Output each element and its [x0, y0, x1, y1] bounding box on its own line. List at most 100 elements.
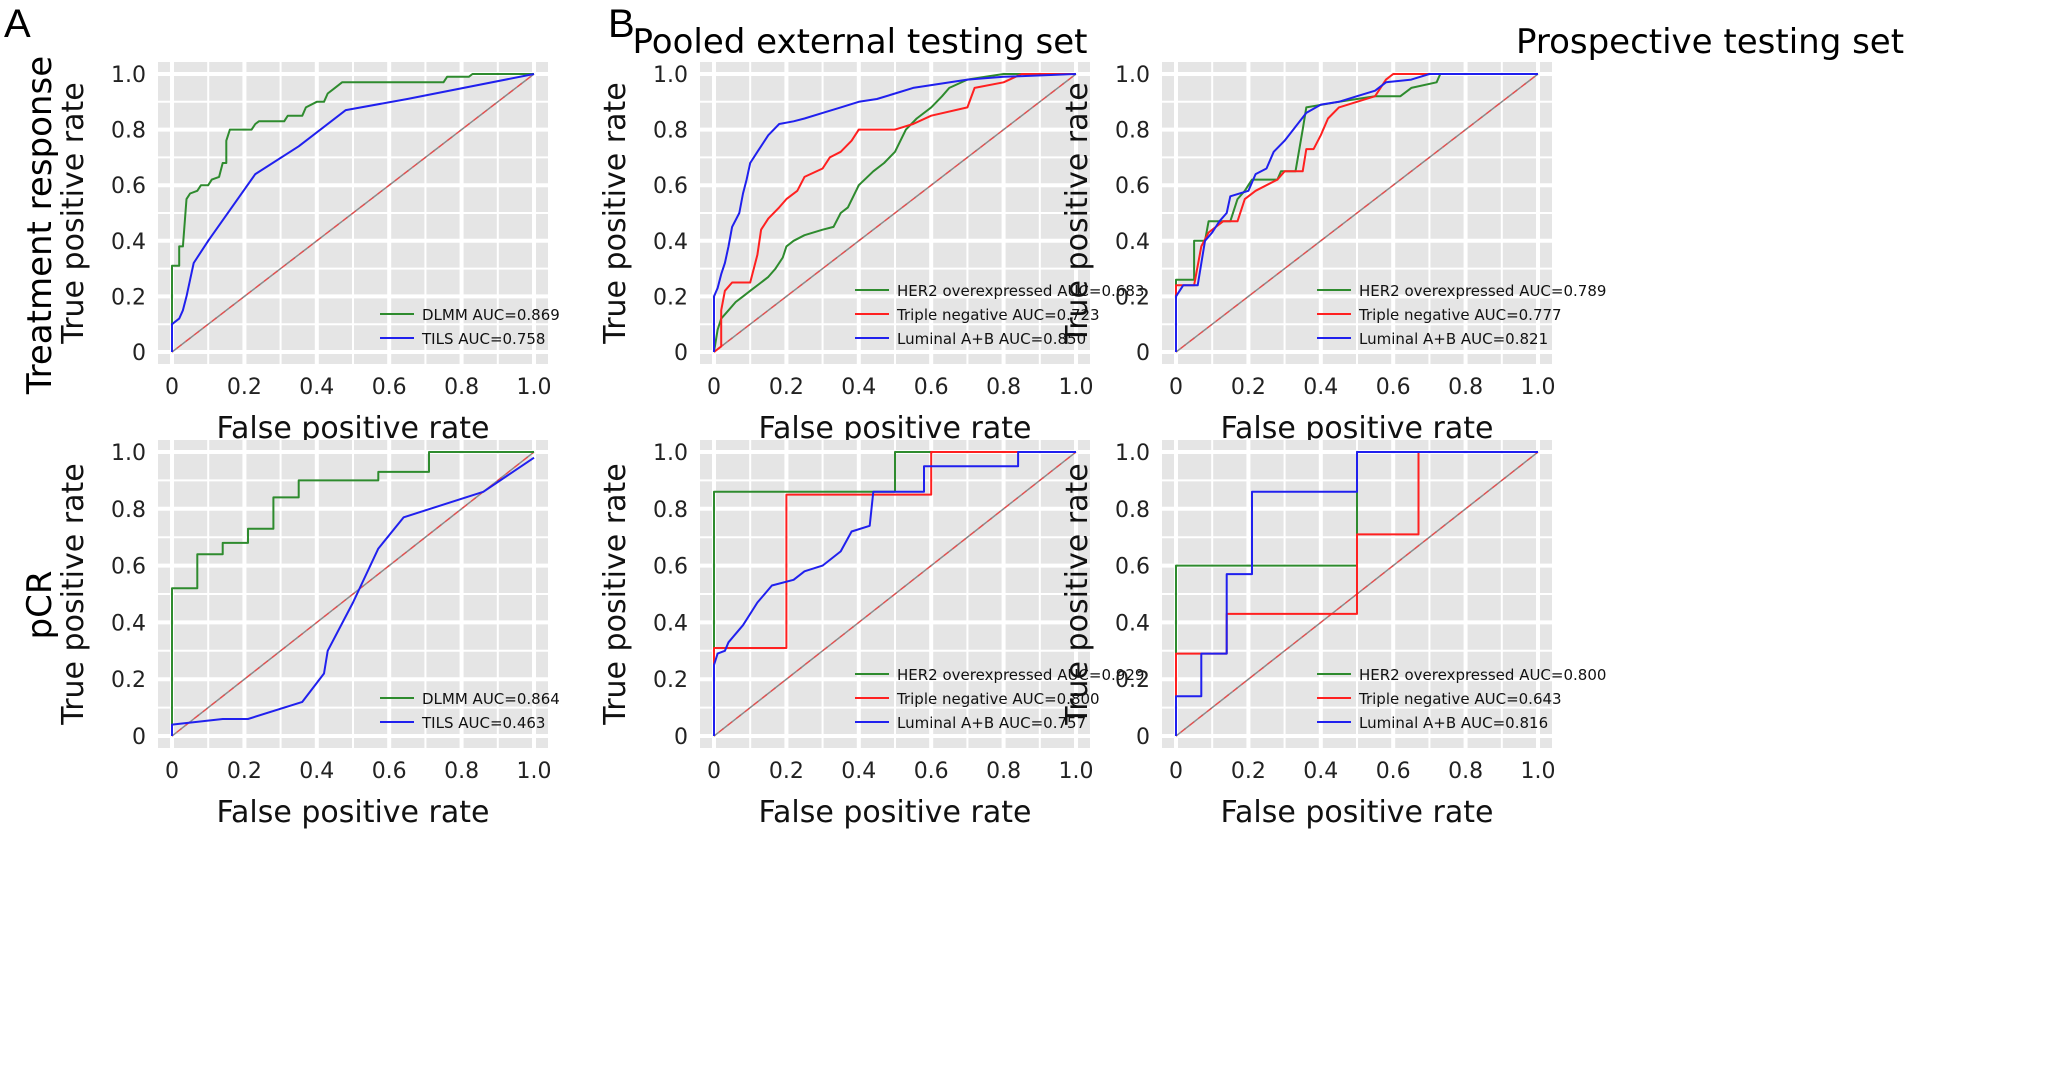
diagonal-reference-red: [171, 73, 535, 353]
x-tick-label: 1.0: [1059, 759, 1094, 784]
y-tick-label: 1.0: [653, 441, 688, 466]
legend-label: Triple negative AUC=0.800: [896, 690, 1100, 708]
x-tick-label: 0.8: [986, 375, 1021, 400]
x-tick-label: 0.4: [299, 375, 334, 400]
y-tick-label: 0: [674, 725, 688, 750]
y-tick-label: 0: [674, 341, 688, 366]
y-tick-label: 1.0: [653, 63, 688, 88]
x-tick-label: 0.6: [372, 375, 407, 400]
x-tick-label: 0.4: [841, 375, 876, 400]
x-tick-label: 0.4: [841, 759, 876, 784]
roc-curve-red: [713, 451, 1076, 736]
x-tick-label: 0: [1169, 375, 1183, 400]
x-tick-label: 0.6: [1376, 375, 1411, 400]
y-tick-label: 0: [132, 725, 146, 750]
roc-curve-blue: [1175, 73, 1538, 352]
y-tick-label: 0.2: [653, 668, 688, 693]
y-tick-label: 0.2: [653, 285, 688, 310]
roc-curve-blue: [713, 73, 1077, 352]
x-tick-label: 0: [707, 375, 721, 400]
legend-label: DLMM AUC=0.869: [422, 306, 560, 324]
y-tick-label: 0.4: [1115, 230, 1150, 255]
roc-curve-red: [713, 73, 1076, 353]
diagonal-reference-red: [713, 73, 1077, 353]
x-tick-label: 1.0: [1521, 375, 1556, 400]
y-axis-label: True positive rate: [598, 463, 633, 725]
legend-label: Luminal A+B AUC=0.757: [897, 714, 1086, 732]
x-tick-label: 0.6: [914, 759, 949, 784]
y-tick-label: 0.8: [1115, 119, 1150, 144]
diagonal-reference-red: [1175, 73, 1539, 353]
x-tick-label: 1.0: [517, 375, 552, 400]
y-tick-label: 1.0: [111, 441, 146, 466]
y-tick-label: 0.8: [1115, 498, 1150, 523]
x-tick-label: 0.2: [1231, 759, 1266, 784]
roc-curve-blue: [171, 456, 535, 736]
roc-curve-red: [1175, 451, 1538, 736]
roc-chart-4: 0 0.2 0.4 0.6 0.8 1.0 0 0.2 0.4 0.6 0.8 1.0 False po…: [598, 440, 1144, 830]
y-axis-label: True positive rate: [1060, 82, 1095, 344]
legend-label: TILS AUC=0.463: [421, 714, 545, 732]
legend-label: Luminal A+B AUC=0.816: [1359, 714, 1548, 732]
roc-chart-5: 0 0.2 0.4 0.6 0.8 1.0 0 0.2 0.4 0.6 0.8 1.0 False po…: [1060, 440, 1606, 830]
panel-label-a: A: [4, 2, 31, 46]
legend-label: Luminal A+B AUC=0.850: [897, 330, 1086, 348]
y-tick-label: 0.2: [111, 285, 146, 310]
x-tick-label: 0.6: [1376, 759, 1411, 784]
x-tick-label: 1.0: [517, 759, 552, 784]
roc-curve-green: [1175, 73, 1538, 352]
y-tick-label: 0.4: [653, 230, 688, 255]
y-tick-label: 0.4: [653, 611, 688, 636]
roc-curve-blue: [713, 451, 1076, 736]
x-tick-label: 0.8: [986, 759, 1021, 784]
y-tick-label: 1.0: [1115, 63, 1150, 88]
x-tick-label: 0.2: [769, 759, 804, 784]
y-tick-label: 0: [132, 341, 146, 366]
roc-curve-blue: [1175, 451, 1538, 736]
column-title-prospective: Prospective testing set: [1515, 22, 1905, 62]
y-tick-label: 0.8: [111, 498, 146, 523]
y-tick-label: 0: [1136, 341, 1150, 366]
y-tick-label: 0.6: [653, 555, 688, 580]
legend-label: Triple negative AUC=0.777: [1358, 306, 1562, 324]
x-tick-label: 0.4: [299, 759, 334, 784]
legend-label: HER2 overexpressed AUC=0.800: [1359, 666, 1606, 684]
x-tick-label: 0.2: [227, 375, 262, 400]
x-axis-label: False positive rate: [1221, 795, 1494, 830]
diagonal-reference-red: [713, 451, 1077, 737]
y-tick-label: 0.4: [111, 230, 146, 255]
legend-label: HER2 overexpressed AUC=0.683: [897, 282, 1144, 300]
y-tick-label: 0.6: [1115, 174, 1150, 199]
y-axis-label: True positive rate: [1060, 463, 1095, 725]
x-tick-label: 0.8: [444, 759, 479, 784]
y-tick-label: 0.6: [653, 174, 688, 199]
x-tick-label: 0: [707, 759, 721, 784]
x-axis-label: False positive rate: [217, 795, 490, 830]
legend-label: HER2 overexpressed AUC=0.929: [897, 666, 1144, 684]
x-tick-label: 0.8: [444, 375, 479, 400]
y-axis-label: True positive rate: [598, 82, 633, 344]
roc-curve-blue: [171, 73, 535, 352]
y-tick-label: 0.4: [111, 611, 146, 636]
x-tick-label: 0.8: [1448, 375, 1483, 400]
x-tick-label: 0.4: [1303, 759, 1338, 784]
roc-curve-green: [171, 451, 534, 736]
y-tick-label: 1.0: [111, 63, 146, 88]
roc-curve-red: [1175, 73, 1538, 352]
column-title-pooled: Pooled external testing set: [632, 22, 1088, 62]
y-tick-label: 0: [1136, 725, 1150, 750]
y-tick-label: 0.6: [111, 555, 146, 580]
legend-label: DLMM AUC=0.864: [422, 690, 560, 708]
y-tick-label: 0.8: [653, 498, 688, 523]
x-tick-label: 0: [1169, 759, 1183, 784]
x-tick-label: 1.0: [1059, 375, 1094, 400]
y-tick-label: 0.6: [111, 174, 146, 199]
legend-label: Luminal A+B AUC=0.821: [1359, 330, 1548, 348]
roc-curve-green: [171, 73, 534, 352]
y-axis-label: True positive rate: [56, 463, 91, 725]
y-tick-label: 0.4: [1115, 611, 1150, 636]
legend-label: TILS AUC=0.758: [421, 330, 545, 348]
diagonal-reference-red: [171, 451, 535, 737]
